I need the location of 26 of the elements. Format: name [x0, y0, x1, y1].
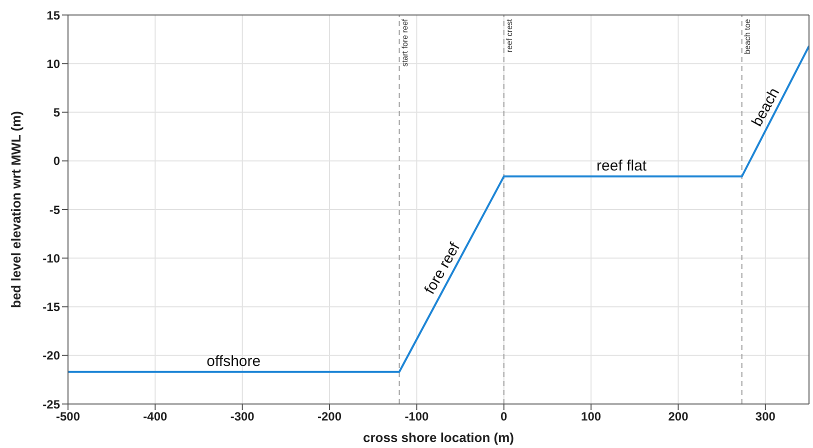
x-tick-label: -100 — [404, 410, 430, 424]
y-axis-title: bed level elevation wrt MWL (m) — [8, 111, 24, 308]
x-tick-label: 300 — [755, 410, 776, 424]
x-tick-label: -200 — [318, 410, 342, 424]
y-tick-label: -10 — [42, 251, 60, 266]
y-tick-label: 10 — [46, 56, 60, 71]
y-tick-label: 0 — [53, 154, 60, 168]
annotation: reef flat — [596, 157, 648, 174]
x-tick-label: -300 — [230, 410, 255, 424]
x-axis-title: cross shore location (m) — [363, 430, 514, 445]
x-tick-label: 0 — [500, 410, 508, 424]
ref-line-label: reef crest — [504, 18, 514, 52]
y-tick-label: 5 — [53, 106, 60, 120]
annotation: fore reef — [421, 239, 464, 298]
annotation: offshore — [206, 352, 261, 370]
x-tick-label: 100 — [581, 410, 602, 424]
ref-line-label: start fore reef — [400, 18, 410, 67]
x-tick-label: -500 — [56, 410, 80, 424]
y-tick-label: -5 — [49, 202, 60, 217]
x-tick-label: -400 — [143, 410, 168, 424]
y-tick-label: 15 — [46, 8, 60, 22]
x-tick-label: 200 — [668, 410, 689, 424]
ref-line-label: beach toe — [742, 18, 752, 54]
y-tick-label: -20 — [42, 348, 60, 363]
y-tick-label: -15 — [42, 300, 60, 314]
y-tick-label: -25 — [42, 397, 60, 412]
